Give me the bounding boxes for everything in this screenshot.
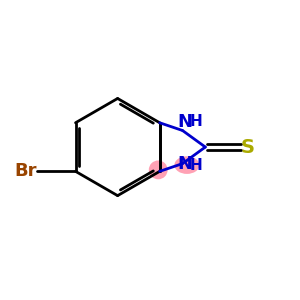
Text: Br: Br bbox=[15, 162, 37, 180]
Text: S: S bbox=[240, 138, 254, 157]
Text: N: N bbox=[177, 113, 192, 131]
Text: H: H bbox=[189, 158, 202, 173]
Text: H: H bbox=[189, 114, 202, 129]
Ellipse shape bbox=[174, 156, 200, 174]
Circle shape bbox=[149, 160, 168, 179]
Text: N: N bbox=[177, 154, 192, 172]
